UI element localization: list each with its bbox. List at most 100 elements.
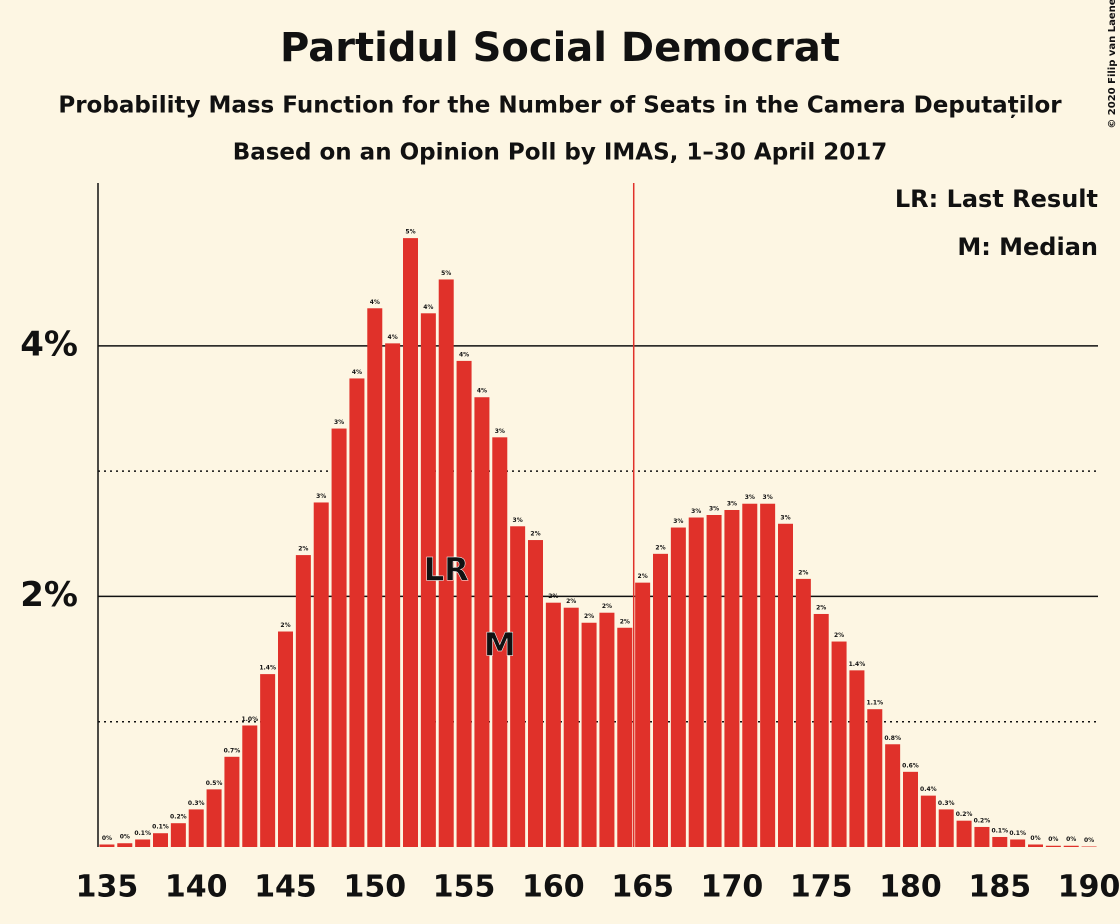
bar bbox=[474, 397, 490, 847]
chart-title: Partidul Social Democrat bbox=[280, 25, 840, 71]
bar bbox=[653, 553, 668, 847]
value-label: 0.2% bbox=[956, 811, 973, 818]
bar bbox=[331, 428, 347, 847]
x-tick-label: 145 bbox=[254, 870, 317, 905]
bar bbox=[170, 823, 186, 847]
chart-subtitle: Probability Mass Function for the Number… bbox=[58, 93, 1062, 119]
value-label: 0.1% bbox=[1009, 830, 1026, 837]
value-label: 3% bbox=[727, 500, 737, 507]
y-tick-label: 2% bbox=[20, 575, 78, 615]
x-tick-label: 185 bbox=[968, 870, 1031, 905]
bar bbox=[920, 795, 936, 847]
bar bbox=[724, 509, 740, 847]
value-label: 2% bbox=[834, 632, 844, 639]
bar bbox=[974, 826, 990, 847]
value-label: 2% bbox=[298, 546, 308, 553]
value-label: 0% bbox=[1066, 836, 1076, 843]
bar bbox=[224, 756, 240, 847]
value-label: 1.4% bbox=[259, 665, 276, 672]
chart-subtitle: Based on an Opinion Poll by IMAS, 1–30 A… bbox=[233, 140, 888, 166]
bar bbox=[1010, 839, 1026, 847]
bar bbox=[403, 238, 418, 848]
value-label: 2% bbox=[566, 598, 576, 605]
bar bbox=[742, 503, 758, 847]
x-tick-label: 155 bbox=[433, 870, 496, 905]
x-tick-label: 140 bbox=[165, 870, 228, 905]
value-label: 0.1% bbox=[991, 827, 1008, 834]
value-label: 2% bbox=[602, 603, 612, 610]
bar bbox=[117, 843, 133, 847]
value-label: 3% bbox=[673, 518, 683, 525]
bar bbox=[1045, 845, 1061, 847]
bar bbox=[992, 836, 1008, 847]
bar bbox=[99, 844, 115, 847]
value-label: 0.1% bbox=[134, 830, 151, 837]
bar bbox=[1028, 844, 1043, 847]
value-label: 1.4% bbox=[849, 661, 866, 668]
bar bbox=[135, 839, 151, 847]
value-label: 3% bbox=[495, 428, 505, 435]
value-label: 0% bbox=[102, 835, 112, 842]
bar bbox=[617, 627, 633, 847]
value-label: 0% bbox=[1084, 837, 1094, 844]
x-tick-label: 160 bbox=[522, 870, 585, 905]
value-label: 4% bbox=[459, 351, 469, 358]
value-label: 2% bbox=[816, 604, 826, 611]
bar bbox=[706, 515, 722, 847]
annotation: LR bbox=[424, 550, 469, 588]
bar bbox=[688, 517, 704, 847]
bar bbox=[385, 343, 401, 847]
bar bbox=[278, 631, 293, 847]
value-label: 4% bbox=[477, 388, 487, 395]
bar bbox=[956, 820, 972, 847]
x-tick-label: 190 bbox=[1058, 870, 1120, 905]
annotation: M bbox=[484, 626, 516, 664]
value-label: 2% bbox=[530, 531, 540, 538]
bar bbox=[188, 809, 204, 847]
bar bbox=[581, 622, 597, 847]
bar bbox=[849, 670, 865, 847]
bar bbox=[760, 503, 776, 847]
bar bbox=[563, 607, 579, 847]
value-label: 2% bbox=[798, 569, 808, 576]
value-label: 3% bbox=[709, 506, 719, 513]
value-label: 0.3% bbox=[938, 800, 955, 807]
value-label: 5% bbox=[441, 270, 451, 277]
value-label: 3% bbox=[763, 494, 773, 501]
bar bbox=[295, 555, 311, 847]
x-tick-label: 170 bbox=[701, 870, 764, 905]
value-label: 2% bbox=[280, 622, 290, 629]
bar bbox=[813, 613, 829, 847]
x-tick-label: 150 bbox=[343, 870, 406, 905]
bar bbox=[778, 523, 793, 847]
value-label: 2% bbox=[548, 593, 558, 600]
legend-entry: M: Median bbox=[957, 233, 1098, 261]
bar bbox=[599, 612, 615, 847]
value-label: 0% bbox=[120, 834, 130, 841]
value-label: 3% bbox=[316, 493, 326, 500]
value-label: 0% bbox=[1048, 836, 1058, 843]
bar bbox=[242, 725, 258, 847]
legend-entry: LR: Last Result bbox=[895, 185, 1098, 213]
value-label: 5% bbox=[405, 229, 415, 236]
value-label: 4% bbox=[388, 334, 398, 341]
bar bbox=[492, 437, 508, 847]
value-label: 0.8% bbox=[884, 735, 901, 742]
bar bbox=[1081, 846, 1097, 847]
bar bbox=[313, 502, 329, 847]
value-label: 0.7% bbox=[224, 747, 241, 754]
value-label: 0.1% bbox=[152, 824, 169, 831]
value-label: 1.1% bbox=[866, 700, 883, 707]
bar bbox=[867, 709, 883, 847]
bar bbox=[420, 313, 436, 848]
value-label: 3% bbox=[691, 508, 701, 515]
bar bbox=[367, 308, 383, 847]
value-label: 0% bbox=[1030, 835, 1040, 842]
bar bbox=[545, 602, 561, 847]
bar bbox=[831, 641, 847, 847]
y-tick-label: 4% bbox=[20, 324, 78, 364]
value-label: 2% bbox=[620, 618, 630, 625]
value-label: 2% bbox=[655, 544, 665, 551]
copyright: © 2020 Filip van Laenen bbox=[1107, 0, 1118, 129]
